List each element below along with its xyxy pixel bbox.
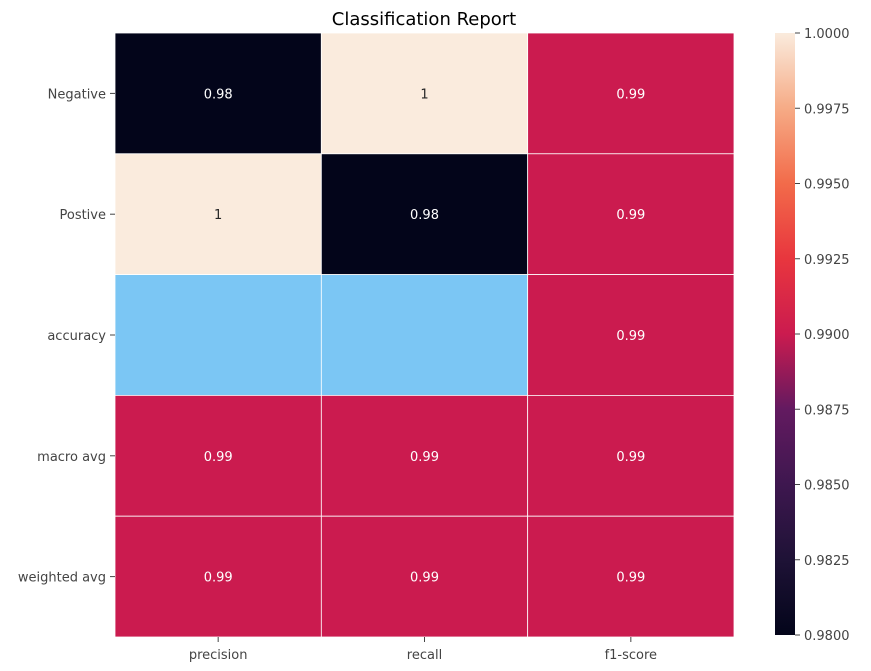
cell-annotation: 1 <box>420 87 428 102</box>
heatmap-cell <box>527 32 735 155</box>
row-label: macro avg <box>37 450 106 465</box>
colorbar-tick-label: 0.9800 <box>804 629 850 644</box>
heatmap-cell <box>114 274 322 396</box>
column-label: f1-score <box>605 648 657 663</box>
colorbar-tick-label: 0.9850 <box>804 479 850 494</box>
colorbar-tick-label: 0.9925 <box>804 253 850 268</box>
cell-annotation: 0.98 <box>204 87 233 102</box>
row-label: accuracy <box>47 329 106 344</box>
colorbar-tick-label: 0.9875 <box>804 403 850 418</box>
colorbar-tick-label: 0.9900 <box>804 328 850 343</box>
row-labels: Negative Postive accuracy macro avg weighted… <box>18 87 115 586</box>
heatmap-cell <box>527 515 735 638</box>
chart-title: Classification Report <box>332 9 517 30</box>
colorbar-ticks: 0.9800 0.9825 0.9850 0.9875 0.9900 0.9925 0.99… <box>795 27 850 644</box>
cell-annotation: 1 <box>214 208 222 223</box>
heatmap-cell <box>320 274 529 396</box>
cell-annotation: 0.99 <box>616 329 645 344</box>
heatmap-cells: 0.98 1 0.99 1 0.98 0.99 0.99 0.99 0.99 0.99 0.99 0.… <box>114 32 735 638</box>
column-labels: precision recall f1-score <box>189 637 657 663</box>
heatmap-cell <box>114 32 322 155</box>
heatmap-cell <box>320 515 529 638</box>
row-label: weighted avg <box>18 571 106 586</box>
cell-annotation: 0.99 <box>616 87 645 102</box>
row-label: Negative <box>48 87 106 102</box>
heatmap-cell <box>320 153 529 276</box>
cell-annotation: 0.98 <box>410 208 439 223</box>
cell-annotation: 0.99 <box>410 571 439 586</box>
heatmap-cell <box>527 394 735 517</box>
column-label: recall <box>407 648 442 663</box>
row-label: Postive <box>59 208 106 223</box>
colorbar-tick-label: 0.9975 <box>804 102 850 117</box>
heatmap-cell <box>527 153 735 276</box>
heatmap-cell <box>114 394 322 517</box>
cell-annotation: 0.99 <box>410 450 439 465</box>
colorbar-tick-label: 0.9950 <box>804 178 850 193</box>
heatmap-cell <box>527 274 735 396</box>
column-label: precision <box>189 648 248 663</box>
cell-annotation: 0.99 <box>616 450 645 465</box>
cell-annotation: 0.99 <box>616 208 645 223</box>
colorbar <box>775 33 795 635</box>
colorbar-tick-label: 0.9825 <box>804 554 850 569</box>
colorbar-tick-label: 1.0000 <box>804 27 850 42</box>
cell-annotation: 0.99 <box>204 450 233 465</box>
cell-annotation: 0.99 <box>204 571 233 586</box>
heatmap-cell <box>320 32 529 155</box>
cell-annotation: 0.99 <box>616 571 645 586</box>
heatmap-cell <box>114 153 322 276</box>
